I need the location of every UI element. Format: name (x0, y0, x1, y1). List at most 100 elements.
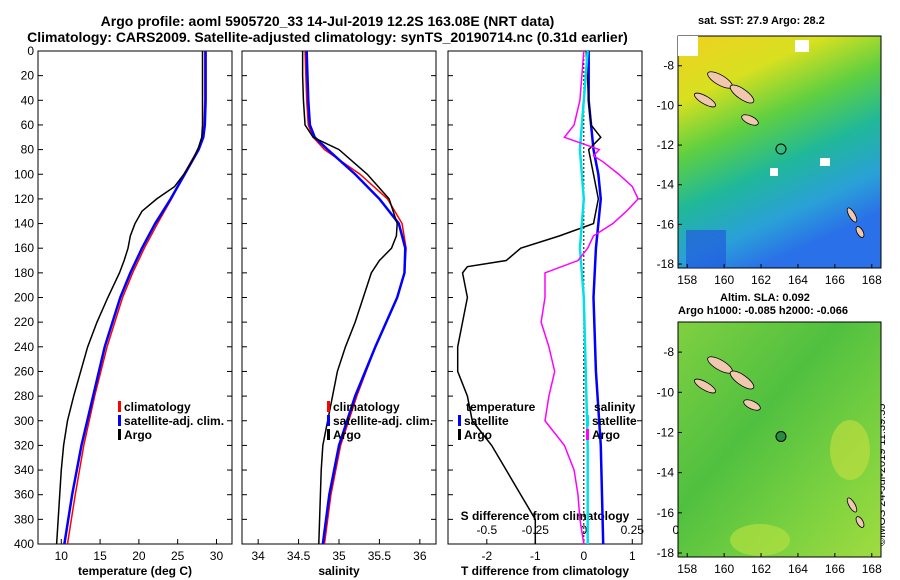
sla-map: 158 160 162 164 166 168 -8 -10 -12 -14 -16 -18 (657, 321, 882, 576)
depth-tick-label: 320 (14, 438, 34, 452)
x-axis-label: T difference from climatology (461, 564, 629, 578)
depth-tick-label: 60 (21, 118, 35, 132)
legend-label: Argo (464, 428, 492, 442)
series-line-climatology (304, 50, 407, 545)
s-tick-label: 0.25 (621, 523, 645, 537)
map-x-tick-label: 158 (677, 562, 697, 576)
x-tick-label: 35.5 (368, 549, 392, 563)
depth-tick-label: 80 (21, 143, 35, 157)
x-tick-label: 30 (210, 549, 224, 563)
legend-label: satellite-adj. clim. (333, 414, 433, 428)
x-tick-label: 35 (332, 549, 346, 563)
map-x-tick-label: 166 (825, 273, 845, 287)
map-x-tick-label: 168 (862, 562, 882, 576)
series-line-argo (55, 51, 204, 545)
depth-tick-label: 220 (14, 315, 34, 329)
legend-swatch (458, 415, 461, 426)
map-x-tick-label: 168 (862, 273, 882, 287)
difference-chart: -2 -1 0 1T difference from climatology-0.5-… (448, 50, 689, 578)
sst-map: 158 160 162 164 166 168 -8 -10 -12 -14 -16 -18 (657, 35, 882, 287)
map-y-tick-label: -10 (657, 98, 675, 112)
x-axis-label: temperature (deg C) (78, 564, 192, 578)
s-tick-label: -0.5 (476, 523, 497, 537)
map-y-tick-label: -8 (663, 59, 674, 73)
map-y-tick-label: -12 (657, 138, 675, 152)
map-y-tick-label: -12 (657, 425, 675, 439)
legend-label: Argo (592, 428, 620, 442)
x-tick-label: 36 (413, 549, 427, 563)
legend-swatch (118, 415, 121, 426)
sla-map-title-line2: Argo h1000: -0.085 h2000: -0.066 (678, 305, 848, 317)
x-tick-label: 25 (171, 549, 185, 563)
map-x-tick-label: 160 (714, 273, 734, 287)
depth-tick-label: 20 (21, 69, 35, 83)
legend-swatch (586, 415, 589, 426)
map-x-tick-label: 160 (714, 562, 734, 576)
series-line-satellite-adj-clim- (305, 50, 407, 545)
legend-label: satellite (464, 414, 509, 428)
s-tick-label: 0 (580, 523, 587, 537)
map-y-tick-label: -18 (657, 257, 675, 271)
depth-tick-label: 140 (14, 217, 34, 231)
map-y-tick-label: -14 (657, 178, 675, 192)
x-tick-label: 15 (93, 549, 107, 563)
map-x-tick-label: 164 (788, 562, 808, 576)
sla-map-title-line1: Altim. SLA: 0.092 (720, 292, 810, 304)
climatology-title: Climatology: CARS2009. Satellite-adjuste… (27, 29, 628, 45)
x-tick-label: 34.5 (287, 549, 311, 563)
map-y-tick-label: -10 (657, 385, 675, 399)
legend-label: satellite-adj. clim. (124, 414, 224, 428)
x-tick-label: -2 (481, 549, 492, 563)
depth-tick-label: 180 (14, 266, 34, 280)
x-tick-label: 34 (251, 549, 265, 563)
depth-tick-label: 160 (14, 241, 34, 255)
legend-swatch (327, 401, 330, 412)
temperature-panel (37, 50, 233, 545)
sla-argo-marker (775, 430, 787, 442)
legend-label: climatology (124, 400, 191, 414)
depth-tick-label: 280 (14, 389, 34, 403)
depth-tick-label: 360 (14, 488, 34, 502)
map-x-tick-label: 166 (825, 562, 845, 576)
legend-swatch (327, 415, 330, 426)
depth-tick-label: 400 (14, 537, 34, 551)
legend-swatch (586, 429, 589, 440)
series-line-satellite-adj-clim- (63, 51, 207, 545)
legend-swatch (458, 429, 461, 440)
legend-label: Argo (124, 428, 152, 442)
depth-tick-label: 0 (27, 44, 34, 58)
x-tick-label: -1 (530, 549, 541, 563)
map-y-tick-label: -14 (657, 466, 675, 480)
map-x-tick-label: 158 (677, 273, 697, 287)
s-axis-label: S difference from climatology (461, 509, 630, 523)
map-x-tick-label: 162 (751, 273, 771, 287)
depth-tick-label: 100 (14, 167, 34, 181)
map-y-tick-label: -16 (657, 506, 675, 520)
series-line-t-argo (456, 50, 602, 544)
map-y-tick-label: -16 (657, 217, 675, 231)
legend-label: temperature (466, 400, 536, 414)
legend-label: Argo (333, 428, 361, 442)
legend-swatch (327, 429, 330, 440)
salinity-panel (241, 50, 437, 545)
profile-title: Argo profile: aoml 5905720_33 14-Jul-201… (100, 13, 555, 29)
x-tick-label: 1 (629, 549, 636, 563)
series-line-argo (301, 51, 398, 545)
depth-tick-label: 120 (14, 192, 34, 206)
depth-tick-label: 340 (14, 463, 34, 477)
legend-label: climatology (333, 400, 400, 414)
legend-swatch (118, 429, 121, 440)
depth-tick-label: 200 (14, 291, 34, 305)
x-tick-label: 10 (55, 549, 69, 563)
salinity-chart: 34 34.5 35 35.5 36 salinity climatologysatelli… (242, 50, 436, 578)
legend-label: satellite (592, 414, 637, 428)
map-y-tick-label: -18 (657, 546, 675, 560)
series-line-s-argo (540, 50, 640, 545)
map-x-tick-label: 164 (788, 273, 808, 287)
sla-map-axes: 158 160 162 164 166 168 -8 -10 -12 -14 -16 -18 (657, 345, 882, 576)
depth-tick-label: 300 (14, 414, 34, 428)
sst-map-axes: 158 160 162 164 166 168 -8 -10 -12 -14 -16 -18 (657, 59, 882, 287)
temperature-chart: 0 20 40 60 80 100 120 140 160 180 200 220 240 260 280 3… (14, 44, 232, 578)
depth-tick-label: 380 (14, 512, 34, 526)
